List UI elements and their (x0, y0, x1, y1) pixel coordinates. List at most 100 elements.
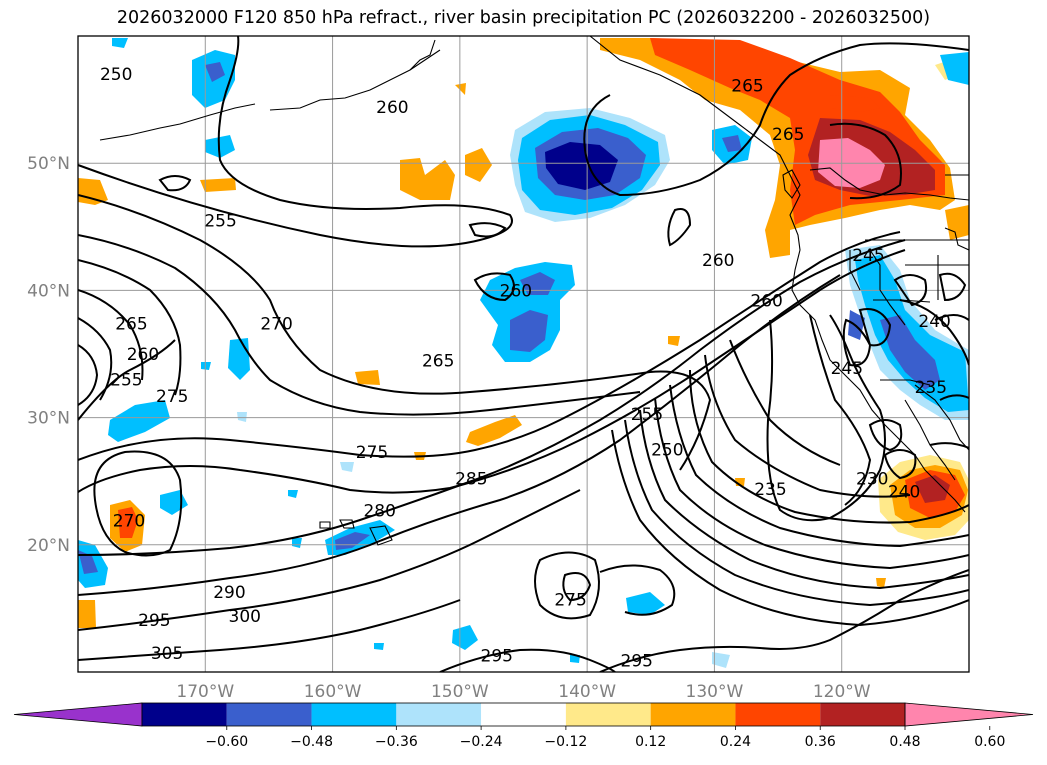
contour-label: 230 (856, 470, 888, 490)
negative-anomaly-area (940, 52, 969, 85)
contour-label: 255 (631, 405, 663, 425)
longitude-label: 140°W (558, 682, 616, 702)
negative-anomaly-area (545, 142, 618, 190)
longitude-label: 120°W (813, 682, 871, 702)
contour-label: 240 (888, 482, 920, 502)
positive-anomaly-area (830, 95, 880, 112)
contour-label: 245 (852, 246, 884, 266)
negative-anomaly-area (108, 400, 170, 442)
graticule (78, 36, 969, 672)
negative-anomaly-area (855, 255, 969, 412)
colorbar-segment (481, 703, 566, 726)
negative-anomaly-area (848, 310, 865, 340)
colorbar-segment (311, 703, 397, 726)
negative-anomaly-area (570, 655, 580, 663)
contour-label: 295 (621, 652, 653, 672)
colorbar: −0.60 −0.48 −0.36 −0.24 −0.12 0.12 0.24 0.36 0.4… (13, 702, 1034, 750)
negative-anomaly-area (880, 315, 940, 390)
latitude-label: 20°N (27, 536, 70, 556)
colorbar-segment (820, 703, 905, 726)
colorbar-label: −0.24 (460, 734, 503, 750)
latitude-label: 40°N (27, 281, 70, 301)
positive-anomaly-area (466, 415, 522, 446)
negative-anomaly-area (722, 135, 742, 152)
positive-anomaly-area (876, 578, 886, 588)
positive-anomaly-area (668, 336, 680, 346)
contour-label: 255 (110, 370, 142, 390)
colorbar-segment (735, 703, 821, 726)
colorbar-segment (142, 703, 227, 726)
precipitation-shading (78, 38, 969, 668)
colorbar-label: 0.24 (720, 734, 751, 750)
contour-label: 280 (363, 501, 395, 521)
positive-anomaly-area (78, 178, 108, 205)
contour-label: 265 (422, 351, 454, 371)
colorbar-label: 0.12 (635, 734, 666, 750)
colorbar-segment (565, 703, 651, 726)
colorbar-label: −0.12 (544, 734, 587, 750)
map-title: 2026032000 F120 850 hPa refract., river … (116, 8, 931, 28)
longitude-labels: 170°W 160°W 150°W 140°W 130°W 120°W (176, 682, 870, 702)
negative-anomaly-area (237, 412, 247, 422)
contour-label: 295 (138, 611, 170, 631)
latitude-label: 30°N (27, 409, 70, 429)
contour-label: 265 (772, 125, 804, 145)
colorbar-outline (141, 702, 906, 727)
positive-anomaly-area (455, 83, 466, 95)
contour-label: 260 (376, 98, 408, 118)
colorbar-extend-max (904, 702, 1034, 727)
negative-anomaly-area (292, 538, 302, 548)
longitude-label: 130°W (686, 682, 744, 702)
latitude-label: 50°N (27, 154, 70, 174)
contour-label: 295 (481, 646, 513, 666)
colorbar-segment (650, 703, 736, 726)
colorbar-label: 0.36 (805, 734, 836, 750)
positive-anomaly-area (400, 158, 455, 200)
negative-anomaly-area (520, 272, 555, 295)
colorbar-label: −0.48 (290, 734, 333, 750)
colorbar-label: 0.48 (889, 734, 920, 750)
positive-anomaly-area (915, 475, 950, 503)
contour-label: 240 (918, 312, 950, 332)
contour-label: 260 (750, 292, 782, 312)
negative-anomaly-area (452, 625, 478, 650)
negative-anomaly-area (626, 592, 665, 615)
negative-anomaly-area (205, 135, 235, 158)
contour-label: 275 (356, 443, 388, 463)
negative-anomaly-area (712, 652, 730, 668)
contour-label: 250 (651, 440, 683, 460)
positive-anomaly-area (465, 148, 492, 182)
colorbar-label: 0.60 (974, 734, 1005, 750)
contour-label: 245 (831, 359, 863, 379)
contour-label: 285 (455, 470, 487, 490)
contour-labels: 250 260 255 265 265 260 260 245 240 270 265 260 255 2… (100, 65, 951, 671)
positive-anomaly-area (200, 178, 236, 192)
colorbar-label: −0.60 (205, 734, 248, 750)
contour-label: 300 (229, 607, 261, 627)
contour-label: 260 (500, 281, 532, 301)
contour-label: 260 (127, 345, 159, 365)
colorbar-segment (226, 703, 312, 726)
contour-label: 255 (204, 211, 236, 231)
latitude-labels: 20°N 30°N 40°N 50°N (27, 154, 70, 556)
contour-label: 275 (554, 590, 586, 610)
negative-anomaly-area (112, 38, 128, 48)
contour-label: 250 (100, 65, 132, 85)
contour-label: 275 (156, 387, 188, 407)
positive-anomaly-area (78, 600, 96, 628)
negative-anomaly-area (205, 62, 225, 82)
colorbar-label: −0.36 (375, 734, 418, 750)
contour-label: 270 (113, 512, 145, 532)
refractivity-contours (78, 36, 969, 672)
contour-label: 235 (754, 480, 786, 500)
map-area: 250 260 255 265 265 260 260 245 240 270 265 260 255 2… (78, 36, 969, 672)
contour-label: 290 (213, 583, 245, 603)
contour-label: 265 (115, 314, 147, 334)
colorbar-extend-min (13, 702, 143, 727)
positive-anomaly-area (118, 507, 138, 538)
negative-anomaly-area (78, 550, 98, 574)
contour-label: 265 (731, 77, 763, 97)
negative-anomaly-area (374, 643, 384, 650)
contour-label: 235 (915, 378, 947, 398)
